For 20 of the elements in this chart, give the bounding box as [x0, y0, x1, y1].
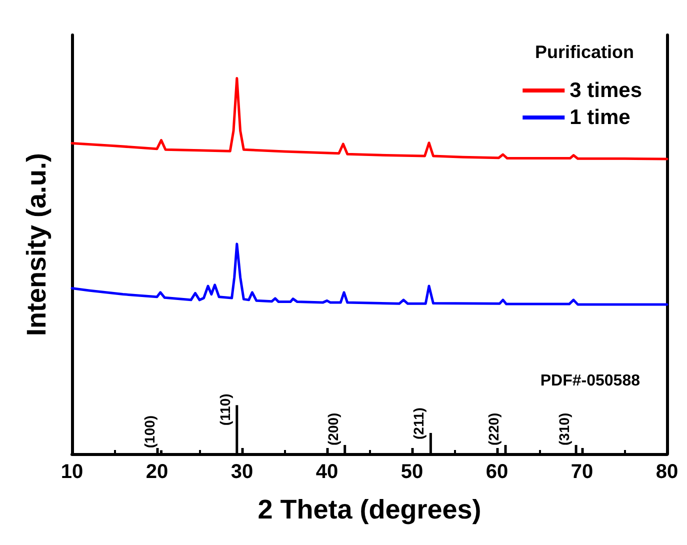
legend-title: Purification — [534, 42, 634, 62]
x-tick-label: 80 — [656, 461, 678, 483]
legend-label: 1 time — [570, 106, 630, 129]
annotation: (200) — [324, 412, 341, 446]
annotation: (211) — [410, 408, 427, 440]
annotation: (100) — [141, 415, 158, 448]
y-axis-title: Intensity (a.u.) — [22, 152, 52, 336]
x-tick-label: 60 — [486, 461, 508, 483]
annotation: (310) — [556, 412, 572, 446]
x-tick-label: 20 — [146, 461, 168, 483]
x-tick-label: 40 — [316, 461, 338, 483]
legend-label: 3 times — [570, 79, 642, 102]
x-tick-label: 10 — [60, 461, 84, 483]
x-tick-label: 70 — [570, 461, 594, 483]
annotation: (110) — [216, 394, 233, 426]
annotation: PDF#-050588 — [540, 372, 640, 390]
annotation: (220) — [486, 412, 502, 446]
x-tick-label: 30 — [230, 461, 254, 483]
x-tick-label: 50 — [400, 461, 424, 483]
x-axis-title: 2 Theta (degrees) — [258, 494, 482, 524]
